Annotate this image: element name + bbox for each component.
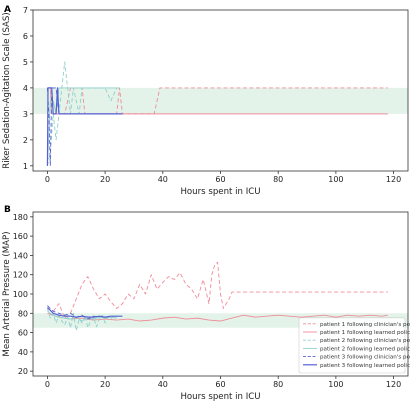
panel-a-y-ticks: 1 2 3 4 5 6 7 <box>23 6 33 171</box>
panel-b-series-p1-learn <box>47 312 388 322</box>
panel-b-legend: patient 1 following clinician's policy pa… <box>298 317 410 374</box>
legend-entry-p2-learn: patient 2 following learned policy <box>320 346 410 352</box>
legend-entry-p3-learn: patient 3 following learned policy <box>320 363 410 369</box>
y-tick-label: 7 <box>23 6 28 15</box>
panel-b-series-p3-learn <box>46 307 123 318</box>
panel-a-series-p3-learn <box>46 87 123 166</box>
x-tick-label: 100 <box>328 380 343 389</box>
panel-a-series-p2-learn <box>46 87 120 166</box>
panel-b-series-p1-clin <box>47 261 388 319</box>
panel-b-y-ticks: 20 40 60 80 100 120 140 160 180 <box>13 213 33 376</box>
panel-a-series <box>46 61 388 167</box>
panel-b: B 0 20 40 60 80 100 120 20 40 60 80 100 120 140 160 18… <box>2 205 410 402</box>
panel-b-x-axis-label: Hours spent in ICU <box>180 392 260 402</box>
legend-entry-p3-clin: patient 3 following clinician's policy <box>320 355 410 361</box>
x-tick-label: 120 <box>386 175 401 184</box>
x-tick-label: 20 <box>100 175 110 184</box>
panel-a: A 0 20 40 60 80 100 120 1 2 3 4 5 6 7 Hours spent in… <box>2 5 409 197</box>
y-tick-label: 100 <box>13 290 28 299</box>
x-tick-label: 100 <box>328 175 343 184</box>
x-tick-label: 40 <box>158 380 168 389</box>
legend-entry-p1-learn: patient 1 following learned policy <box>320 330 410 336</box>
y-tick-label: 3 <box>23 110 28 119</box>
x-tick-label: 80 <box>273 380 283 389</box>
legend-entry-p1-clin: patient 1 following clinician's policy <box>320 322 410 328</box>
panel-b-series-p2-learn <box>47 310 117 322</box>
panel-b-x-ticks: 0 20 40 60 80 100 120 <box>45 376 401 389</box>
y-tick-label: 60 <box>18 329 28 338</box>
x-tick-label: 20 <box>100 380 110 389</box>
x-tick-label: 0 <box>45 380 50 389</box>
x-tick-label: 60 <box>215 175 225 184</box>
panel-a-x-axis-label: Hours spent in ICU <box>180 187 260 197</box>
panel-a-x-ticks: 0 20 40 60 80 100 120 <box>45 171 401 184</box>
y-tick-label: 140 <box>13 251 28 260</box>
y-tick-label: 1 <box>23 162 28 171</box>
y-tick-label: 120 <box>13 271 28 280</box>
panel-a-label: A <box>4 5 11 15</box>
x-tick-label: 60 <box>215 380 225 389</box>
panel-a-target-band <box>33 87 408 114</box>
panel-b-label: B <box>4 205 11 215</box>
legend-entry-p2-clin: patient 2 following clinician's policy <box>320 338 410 344</box>
y-tick-label: 180 <box>13 213 28 222</box>
y-tick-label: 5 <box>23 58 28 67</box>
panel-b-y-axis-label: Mean Arterial Pressure (MAP) <box>2 231 12 356</box>
y-tick-label: 6 <box>23 32 28 41</box>
y-tick-label: 4 <box>23 84 28 93</box>
legend-box <box>298 317 406 374</box>
y-tick-label: 80 <box>18 309 28 318</box>
panel-a-series-p3-clin <box>46 87 62 167</box>
x-tick-label: 80 <box>273 175 283 184</box>
x-tick-label: 0 <box>45 175 50 184</box>
x-tick-label: 120 <box>386 380 401 389</box>
panel-b-series <box>46 261 388 332</box>
y-tick-label: 40 <box>18 348 28 357</box>
y-tick-label: 2 <box>23 136 28 145</box>
y-tick-label: 20 <box>18 367 28 376</box>
x-tick-label: 40 <box>158 175 168 184</box>
panel-b-series-p3-clin <box>47 305 100 320</box>
panel-a-y-axis-label: Riker Sedation-Agitation Scale (SAS) <box>2 12 12 168</box>
y-tick-label: 160 <box>13 232 28 241</box>
